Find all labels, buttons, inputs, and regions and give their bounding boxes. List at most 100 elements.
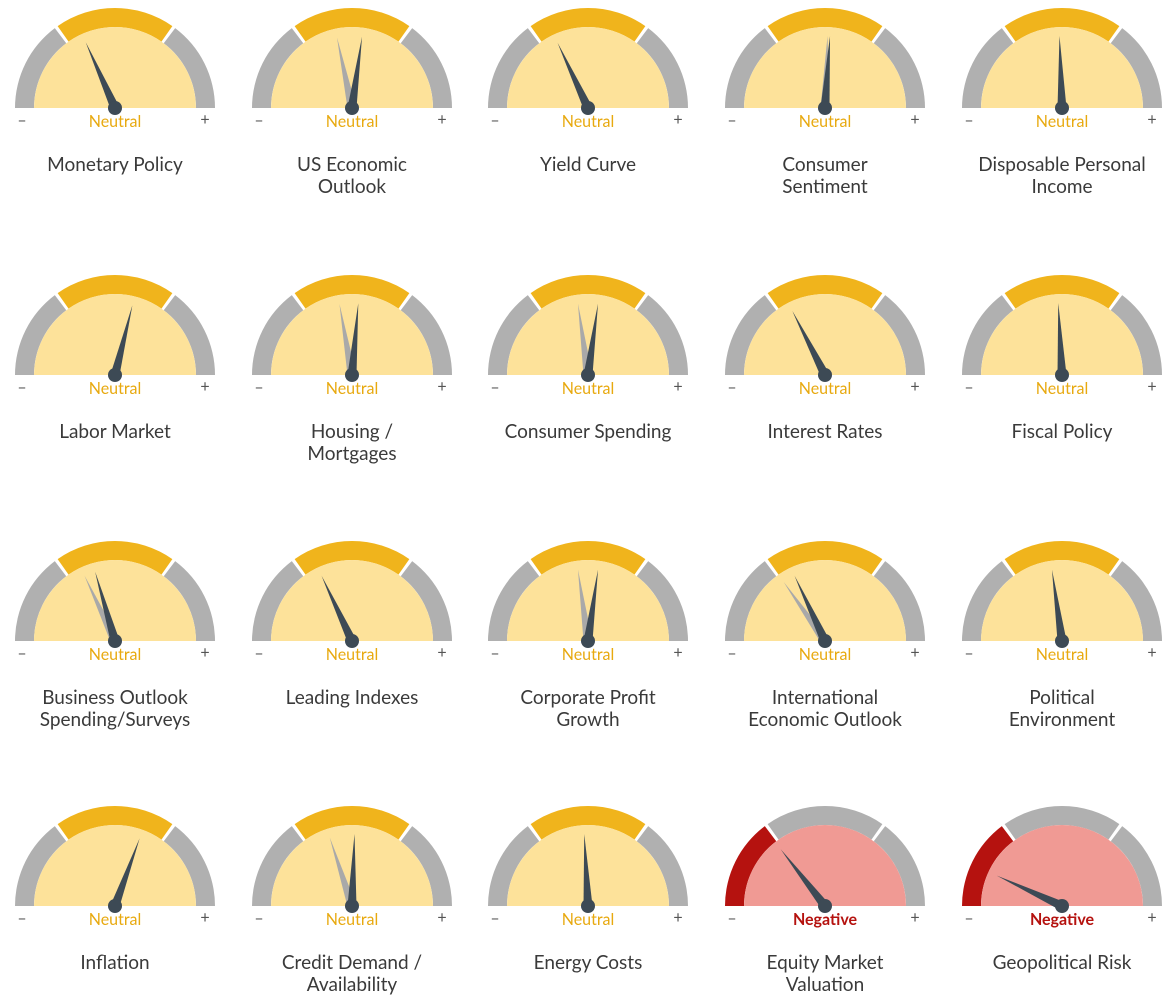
plus-sign: + (200, 377, 209, 396)
minus-sign: – (254, 378, 263, 397)
plus-sign: + (673, 110, 682, 129)
gauge: – + Neutral Labor Market (15, 275, 215, 443)
gauge-face (507, 294, 669, 375)
gauge-label: Income (1031, 175, 1092, 198)
gauge-band (1110, 826, 1162, 906)
gauge-band (873, 826, 925, 906)
gauge-band (252, 295, 304, 375)
plus-sign: + (437, 377, 446, 396)
gauge-label: Monetary Policy (47, 153, 183, 176)
plus-sign: + (910, 643, 919, 662)
gauge-band (767, 274, 883, 309)
gauge-face (271, 294, 433, 375)
status: Neutral (799, 645, 852, 664)
gauge-face (981, 294, 1143, 375)
gauge-band (1004, 274, 1120, 309)
needle (583, 834, 593, 907)
gauge-label: Economic Outlook (748, 708, 902, 731)
gauge-face (744, 294, 906, 375)
gauge: – + Neutral Interest Rates (725, 274, 925, 443)
gauge: – + Neutral Credit Demand /Availability (252, 805, 452, 996)
gauge-band (725, 826, 777, 906)
needle-pivot (818, 634, 832, 648)
minus-sign: – (17, 111, 26, 130)
gauge-label: US Economic (297, 153, 407, 176)
minus-sign: – (727, 378, 736, 397)
needle-pivot (581, 899, 595, 913)
plus-sign: + (200, 643, 209, 662)
gauge-band (15, 561, 67, 641)
gauge-face (34, 825, 196, 906)
gauge-band (530, 275, 646, 309)
needle (583, 569, 599, 642)
needle (583, 303, 599, 376)
needle-pivot (108, 899, 122, 913)
needle-pivot (108, 368, 122, 382)
gauge-band (252, 826, 304, 906)
needle (95, 571, 120, 643)
minus-sign: – (727, 644, 736, 663)
minus-sign: – (727, 111, 736, 130)
gauge-label: Sentiment (782, 175, 868, 198)
gauge-band (488, 561, 540, 641)
minus-sign: – (490, 378, 499, 397)
gauge-label: Outlook (318, 175, 387, 198)
plus-sign: + (910, 110, 919, 129)
needle (1057, 36, 1067, 109)
gauge-label: Geopolitical Risk (993, 951, 1132, 974)
gauge-band (400, 561, 452, 641)
gauge-band (962, 561, 1014, 641)
needle-pivot (345, 101, 359, 115)
gauge-band (636, 295, 688, 375)
gauge-band (15, 28, 67, 108)
gauge-label: Valuation (786, 973, 864, 996)
needle (347, 36, 363, 109)
status: Neutral (326, 645, 379, 664)
plus-sign: + (1147, 377, 1156, 396)
status: Neutral (562, 645, 615, 664)
minus-sign: – (964, 909, 973, 928)
plus-sign: + (1147, 110, 1156, 129)
gauge-band (57, 275, 173, 309)
needle-pivot (818, 368, 832, 382)
status: Neutral (89, 645, 142, 664)
minus-sign: – (17, 909, 26, 928)
status: Neutral (799, 112, 852, 131)
gauge-face (507, 825, 669, 906)
gauge-band (488, 28, 540, 108)
plus-sign: + (910, 908, 919, 927)
gauge-band (767, 805, 883, 840)
gauge-label: Leading Indexes (286, 686, 419, 709)
needle-pivot (1055, 899, 1069, 913)
gauge-band (873, 561, 925, 641)
plus-sign: + (1147, 908, 1156, 927)
minus-sign: – (964, 644, 973, 663)
gauge-face (34, 27, 196, 108)
gauge-label: Labor Market (59, 420, 171, 443)
gauge: – + Neutral Energy Costs (488, 805, 688, 974)
gauge-band (400, 28, 452, 108)
minus-sign: – (727, 909, 736, 928)
gauge-label: Business Outlook (42, 686, 188, 709)
gauge-label: Energy Costs (534, 951, 643, 974)
gauge-label: Political (1029, 686, 1094, 709)
gauge-label: Availability (307, 973, 398, 996)
gauge-band (873, 28, 925, 108)
gauge-label: Equity Market (767, 951, 884, 974)
gauge-band (163, 28, 215, 108)
gauge-band (400, 826, 452, 906)
gauge: – + Neutral Fiscal Policy (962, 274, 1162, 443)
plus-sign: + (437, 110, 446, 129)
gauge-band (163, 295, 215, 375)
status: Neutral (89, 910, 142, 929)
needle (780, 849, 829, 909)
minus-sign: – (490, 909, 499, 928)
status: Neutral (326, 112, 379, 131)
plus-sign: + (673, 908, 682, 927)
gauge-band (530, 7, 646, 42)
gauge-band (725, 295, 777, 375)
gauge-band (725, 28, 777, 108)
status: Neutral (326, 910, 379, 929)
